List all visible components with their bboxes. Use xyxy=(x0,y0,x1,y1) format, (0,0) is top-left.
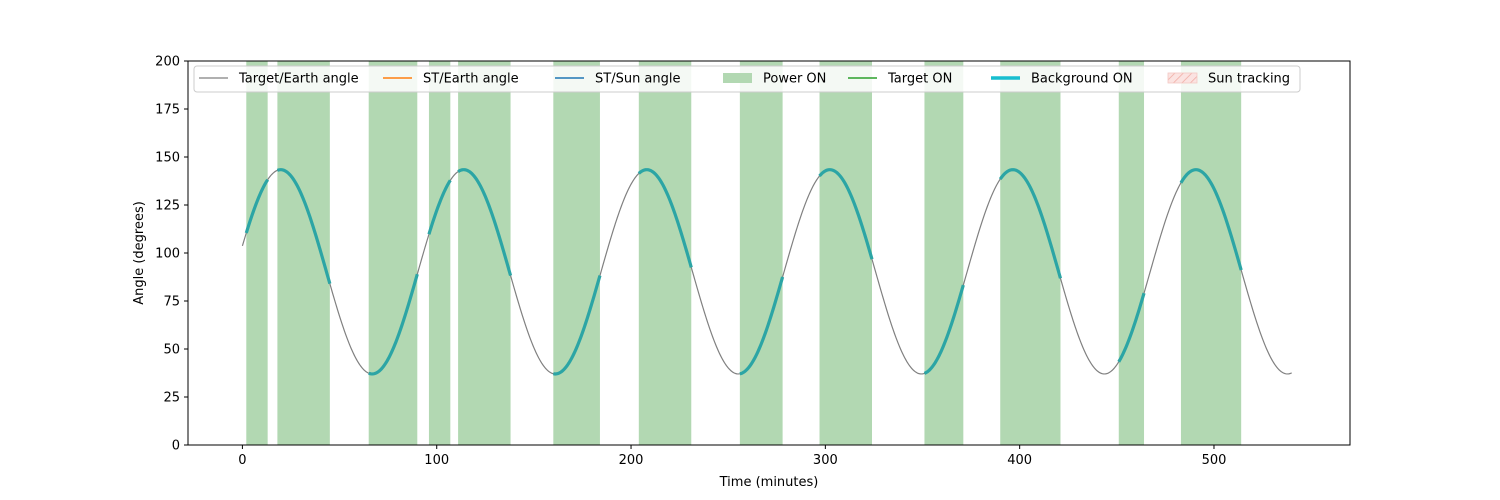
power-on-band xyxy=(924,61,964,445)
power-on-band xyxy=(428,61,451,445)
background-on-segment xyxy=(276,168,332,285)
background-on-segment xyxy=(553,275,602,376)
power-on-band xyxy=(458,61,511,445)
y-tick-label: 0 xyxy=(172,439,180,454)
legend-label-target-earth-angle: Target/Earth angle xyxy=(238,72,359,87)
legend-label-st-earth-angle: ST/Earth angle xyxy=(423,72,519,87)
x-axis: 0 100 200 300 400 500 xyxy=(238,445,1226,468)
legend-swatch-power-on xyxy=(723,73,752,83)
power-on-band xyxy=(246,61,268,445)
y-tick-label: 175 xyxy=(155,103,180,118)
background-on-segment xyxy=(457,168,513,276)
x-axis-label: Time (minutes) xyxy=(719,475,819,490)
legend-label-st-sun-angle: ST/Sun angle xyxy=(595,72,681,87)
y-axis-label: Angle (degrees) xyxy=(132,201,147,305)
series-lines xyxy=(241,168,1292,376)
y-tick-label: 75 xyxy=(163,295,180,310)
power-on-band xyxy=(1118,61,1145,445)
legend-label-power-on: Power ON xyxy=(763,72,826,87)
power-on-band xyxy=(553,61,600,445)
background-on-segment xyxy=(818,168,874,260)
power-on-band xyxy=(1180,61,1242,445)
background-on-segment xyxy=(244,178,270,234)
y-tick-label: 100 xyxy=(155,247,180,262)
y-tick-label: 25 xyxy=(163,391,180,406)
background-on-segment xyxy=(739,276,785,376)
power-on-band xyxy=(638,61,692,445)
y-tick-label: 125 xyxy=(155,199,180,214)
x-tick-label: 400 xyxy=(1007,453,1032,468)
y-tick-label: 50 xyxy=(163,343,180,358)
legend-label-background-on: Background ON xyxy=(1031,72,1133,87)
x-tick-label: 300 xyxy=(813,453,838,468)
background-on-segment xyxy=(637,168,693,268)
y-tick-label: 200 xyxy=(155,55,180,70)
y-tick-label: 150 xyxy=(155,151,180,166)
y-axis: 0 25 50 75 100 125 150 175 200 xyxy=(155,55,188,454)
power-on-band xyxy=(819,61,872,445)
legend-label-target-on: Target ON xyxy=(887,72,952,87)
background-on-segment xyxy=(368,273,419,376)
legend-label-sun-tracking: Sun tracking xyxy=(1208,72,1290,87)
power-on-bands xyxy=(246,61,1242,445)
background-on-segment xyxy=(427,179,452,235)
power-on-band xyxy=(368,61,418,445)
x-tick-label: 0 xyxy=(238,453,246,468)
background-on-segment xyxy=(998,168,1063,279)
background-on-segment xyxy=(1117,292,1146,363)
x-tick-label: 500 xyxy=(1202,453,1227,468)
background-on-segment xyxy=(923,284,965,375)
legend-swatch-sun-tracking xyxy=(1167,72,1198,84)
background-on-segment xyxy=(1179,168,1243,271)
x-tick-label: 200 xyxy=(619,453,644,468)
legend: Target/Earth angle ST/Earth angle ST/Sun a… xyxy=(193,65,1301,93)
power-on-band xyxy=(739,61,783,445)
power-on-band xyxy=(1000,61,1061,445)
x-tick-label: 100 xyxy=(424,453,449,468)
